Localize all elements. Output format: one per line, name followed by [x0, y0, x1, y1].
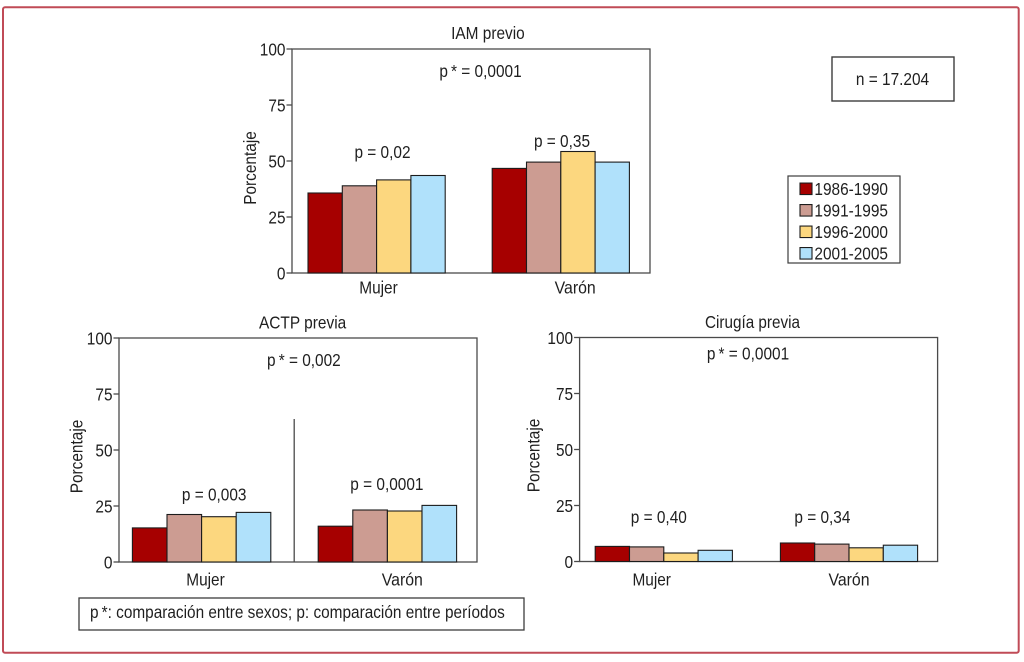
svg-text:75: 75 — [556, 384, 573, 404]
svg-text:1996-2000: 1996-2000 — [814, 222, 888, 242]
svg-text:p = 0,35: p = 0,35 — [534, 131, 590, 151]
svg-text:2001-2005: 2001-2005 — [814, 243, 888, 263]
svg-text:Porcentaje: Porcentaje — [67, 420, 87, 494]
svg-text:n = 17.204: n = 17.204 — [856, 69, 929, 89]
svg-text:75: 75 — [268, 96, 285, 116]
svg-text:Varón: Varón — [382, 569, 423, 589]
svg-text:Porcentaje: Porcentaje — [240, 131, 260, 205]
svg-text:1991-1995: 1991-1995 — [814, 200, 888, 220]
svg-text:25: 25 — [268, 208, 285, 228]
svg-text:Mujer: Mujer — [186, 569, 225, 589]
svg-text:1986-1990: 1986-1990 — [814, 179, 888, 199]
svg-text:75: 75 — [95, 385, 112, 405]
svg-text:Mujer: Mujer — [632, 569, 671, 589]
svg-text:25: 25 — [556, 496, 573, 516]
svg-text:50: 50 — [556, 440, 573, 460]
svg-text:0: 0 — [104, 553, 113, 573]
svg-text:Mujer: Mujer — [359, 278, 398, 298]
svg-text:p * = 0,0001: p * = 0,0001 — [707, 343, 789, 363]
svg-text:0: 0 — [565, 552, 574, 572]
svg-text:50: 50 — [268, 152, 285, 172]
svg-text:Cirugía previa: Cirugía previa — [705, 312, 800, 332]
svg-text:p = 0,003: p = 0,003 — [182, 484, 247, 504]
svg-text:p = 0,40: p = 0,40 — [631, 507, 687, 527]
svg-text:100: 100 — [260, 40, 286, 60]
svg-text:p * = 0,0001: p * = 0,0001 — [439, 61, 521, 81]
svg-text:50: 50 — [95, 441, 112, 461]
svg-text:100: 100 — [547, 328, 573, 348]
svg-text:100: 100 — [87, 329, 113, 349]
svg-text:IAM previo: IAM previo — [451, 23, 525, 43]
svg-text:ACTP previa: ACTP previa — [259, 313, 347, 333]
svg-text:p = 0,34: p = 0,34 — [794, 507, 850, 527]
svg-text:p = 0,0001: p = 0,0001 — [350, 474, 423, 494]
svg-text:p * = 0,002: p * = 0,002 — [267, 350, 341, 370]
svg-text:p = 0,02: p = 0,02 — [354, 142, 410, 162]
svg-text:25: 25 — [95, 497, 112, 517]
svg-text:p *: comparación entre sexos;: p *: comparación entre sexos; p: compara… — [90, 602, 505, 622]
svg-text:Varón: Varón — [828, 569, 869, 589]
svg-text:Varón: Varón — [555, 278, 596, 298]
svg-text:Porcentaje: Porcentaje — [524, 419, 544, 493]
svg-text:0: 0 — [277, 264, 286, 284]
